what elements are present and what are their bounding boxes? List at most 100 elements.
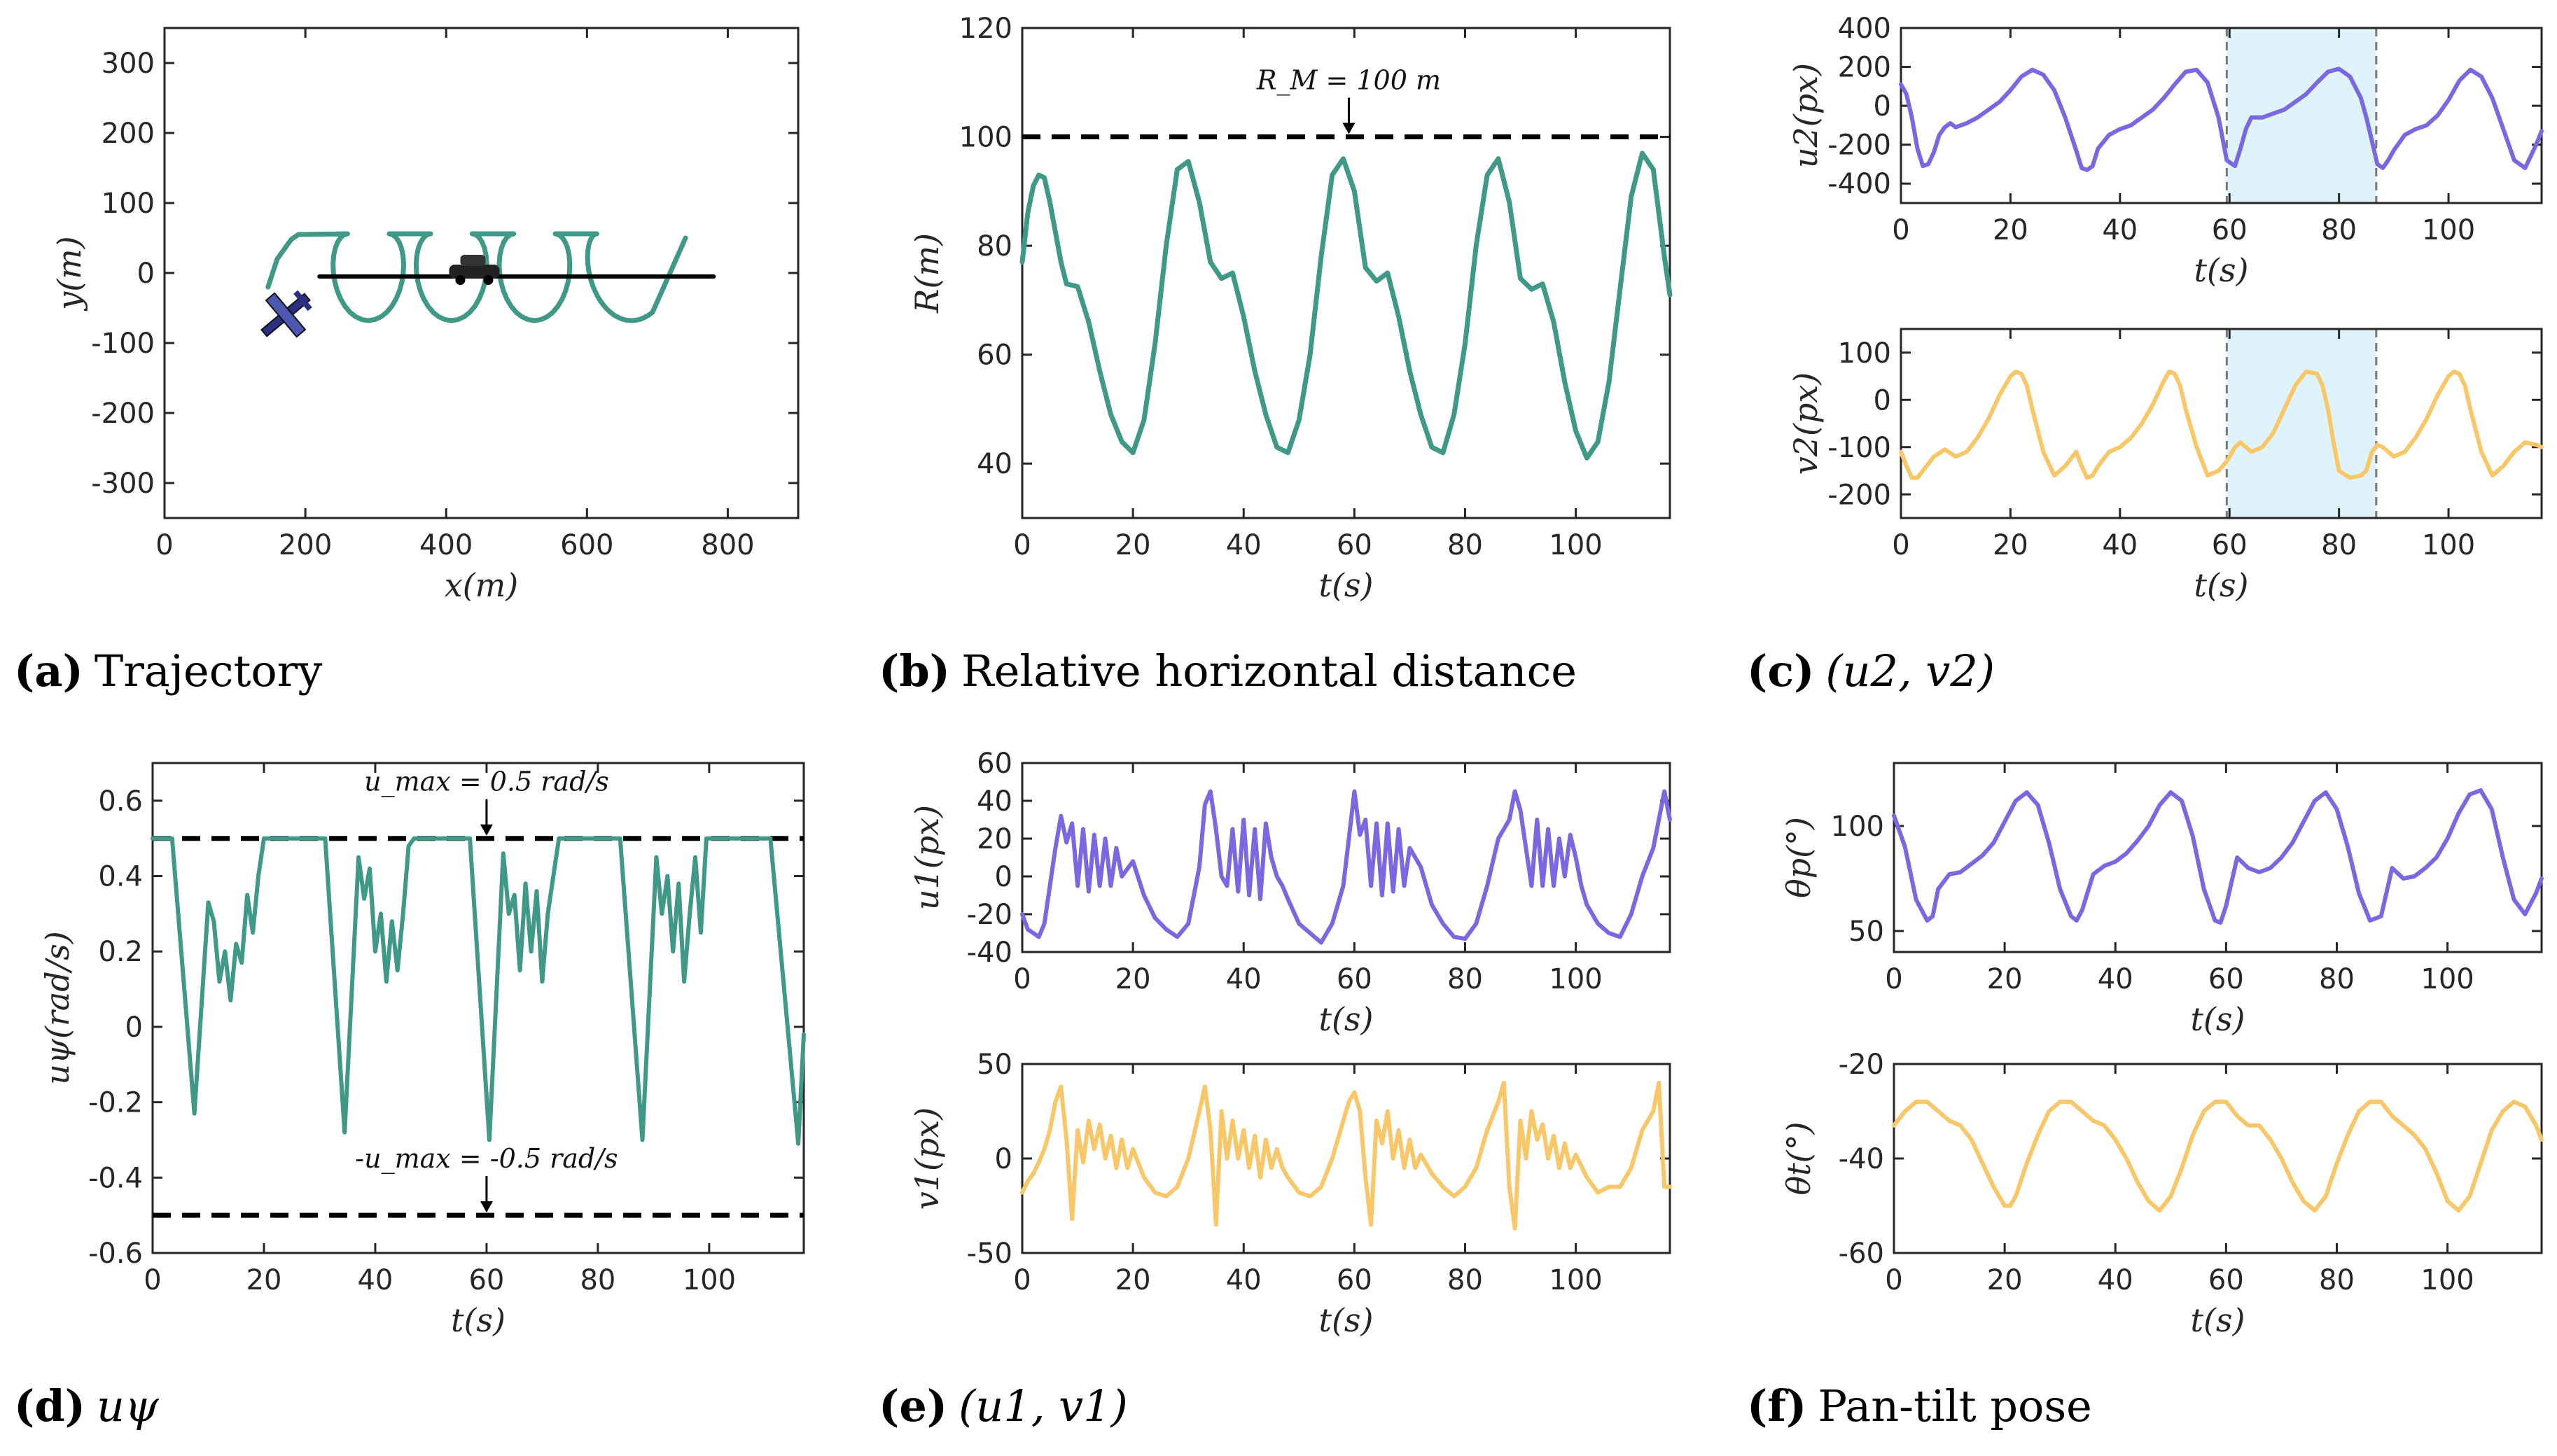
- y-tick-label: -40: [967, 937, 1012, 969]
- x-tick-label: 60: [1337, 529, 1372, 561]
- x-tick-label: 0: [1013, 1264, 1031, 1296]
- trajectory-line: [265, 231, 688, 323]
- x-axis-label: x(m): [445, 566, 518, 604]
- y-tick-label: 40: [977, 448, 1012, 480]
- y-tick-label: -200: [1827, 479, 1891, 511]
- x-tick-label: 60: [2212, 214, 2248, 246]
- series-line-f1: [1892, 788, 2544, 925]
- x-tick-label: 0: [1013, 529, 1031, 561]
- svg-text:(d)uψ: (d) uψ: [14, 1380, 160, 1432]
- caption-e: (e) (u1, v1): [879, 1380, 1128, 1432]
- x-tick-label: 100: [2422, 529, 2475, 561]
- x-tick-label: 40: [1226, 529, 1262, 561]
- car-icon: [449, 255, 500, 285]
- caption-d: (d) uψ: [14, 1380, 160, 1432]
- x-axis-label: t(s): [1319, 1000, 1374, 1038]
- y-tick-label: -100: [91, 328, 155, 360]
- y-tick-label: 0: [137, 258, 155, 290]
- annotation-neg-umax: -u_max = -0.5 rad/s: [355, 1143, 618, 1175]
- x-tick-label: 100: [1549, 963, 1602, 995]
- x-axis-label: t(s): [1319, 1301, 1374, 1339]
- x-tick-label: 80: [1447, 963, 1483, 995]
- caption-e-text: (u1, v1): [959, 1380, 1128, 1432]
- caption-a: (a) Trajectory: [14, 645, 322, 696]
- x-tick-label: 20: [1115, 1264, 1151, 1296]
- y-tick-label: -200: [91, 398, 155, 430]
- x-tick-label: 0: [144, 1264, 161, 1296]
- series-line-c1: [1899, 66, 2544, 172]
- y-tick-label: 400: [1838, 13, 1891, 45]
- y-tick-label: 200: [1838, 52, 1891, 84]
- y-tick-label: 100: [959, 122, 1012, 154]
- series-line-f2: [1892, 1100, 2544, 1213]
- y-tick-label: -400: [1827, 168, 1891, 200]
- axes-frame: [1893, 762, 2543, 953]
- chart-c1: 0 20 40 60 80 100 -400 -200 0 200 400 t(s) u2(px): [1787, 13, 2544, 289]
- x-tick-label: 60: [1337, 963, 1372, 995]
- shaded-region: [2227, 329, 2376, 518]
- x-axis-label: t(s): [2194, 566, 2249, 604]
- x-axis-label: t(s): [451, 1301, 506, 1339]
- x-tick-label: 400: [419, 529, 473, 561]
- caption-f: (f) Pan-tilt pose: [1747, 1380, 2092, 1432]
- x-tick-label: 60: [2208, 963, 2244, 995]
- caption-c: (c) (u2, v2): [1747, 645, 1995, 696]
- x-tick-label: 0: [1013, 963, 1031, 995]
- x-tick-label: 80: [2321, 529, 2357, 561]
- x-tick-label: 100: [1549, 529, 1602, 561]
- x-tick-label: 60: [2212, 529, 2248, 561]
- y-axis-label: θt(°): [1780, 1121, 1818, 1195]
- y-tick-label: 50: [977, 1049, 1012, 1081]
- annotation-rm-arrowhead: [1342, 122, 1356, 134]
- y-tick-label: 0: [995, 1143, 1012, 1175]
- uav-icon: [260, 290, 312, 338]
- x-tick-label: 100: [2422, 214, 2475, 246]
- caption-c-letter: (c): [1747, 645, 1814, 696]
- x-tick-label: 40: [357, 1264, 393, 1296]
- x-tick-label: 40: [1226, 1264, 1262, 1296]
- chart-b: 0 20 40 60 80 100 40 60 80 100 120 t(s) R(m) R_M = 10…: [908, 13, 1673, 604]
- svg-text:(f)Pan-tilt pose: (f) Pan-tilt pose: [1747, 1380, 2092, 1432]
- y-axis-label: v1(px): [908, 1107, 946, 1210]
- y-tick-label: 0.6: [98, 785, 143, 818]
- x-tick-label: 40: [1226, 963, 1262, 995]
- x-tick-label: 40: [2098, 1264, 2133, 1296]
- y-tick-label: -50: [967, 1238, 1012, 1270]
- x-tick-label: 40: [2102, 214, 2138, 246]
- y-axis-label: u2(px): [1787, 63, 1825, 168]
- y-axis-label: θp(°): [1780, 817, 1818, 898]
- caption-a-text: Trajectory: [95, 645, 323, 696]
- x-tick-label: 100: [1549, 1264, 1602, 1296]
- annotation-neg-umax-arrowhead: [480, 1201, 493, 1213]
- x-tick-label: 80: [1447, 529, 1483, 561]
- y-tick-label: 120: [959, 13, 1012, 45]
- x-tick-label: 60: [2208, 1264, 2244, 1296]
- x-tick-label: 80: [1447, 1264, 1483, 1296]
- x-tick-label: 80: [580, 1264, 615, 1296]
- x-tick-label: 100: [2420, 1264, 2474, 1296]
- caption-f-text: Pan-tilt pose: [1818, 1380, 2092, 1432]
- y-axis-label: y(m): [50, 236, 88, 312]
- series-line-e2: [1020, 1081, 1672, 1231]
- chart-f2: 0 20 40 60 80 100 -60 -40 -20 t(s) θt(°): [1780, 1049, 2544, 1339]
- x-axis-label: t(s): [2194, 251, 2249, 289]
- x-tick-label: 800: [701, 529, 754, 561]
- caption-d-letter: (d): [14, 1380, 85, 1432]
- y-tick-label: 0: [125, 1011, 143, 1044]
- caption-d-text: uψ: [97, 1380, 160, 1432]
- series-line-e1: [1020, 789, 1672, 945]
- annotation-umax: u_max = 0.5 rad/s: [364, 766, 609, 798]
- y-tick-label: -20: [1839, 1049, 1884, 1081]
- chart-a: 0 200 400 600 800 -300 -200 -100 0 100 200 300 x(m) y…: [50, 27, 800, 604]
- y-tick-label: 0: [1874, 90, 1891, 122]
- caption-b-letter: (b): [879, 645, 950, 696]
- svg-text:(e)(u1, v1): (e) (u1, v1): [879, 1380, 1128, 1432]
- y-tick-label: 0.2: [98, 936, 143, 968]
- axes-frame: [151, 762, 805, 1254]
- y-tick-label: -200: [1827, 130, 1891, 162]
- x-tick-label: 40: [2098, 963, 2133, 995]
- y-axis-label: v2(px): [1787, 372, 1825, 475]
- y-tick-label: 100: [1831, 811, 1884, 843]
